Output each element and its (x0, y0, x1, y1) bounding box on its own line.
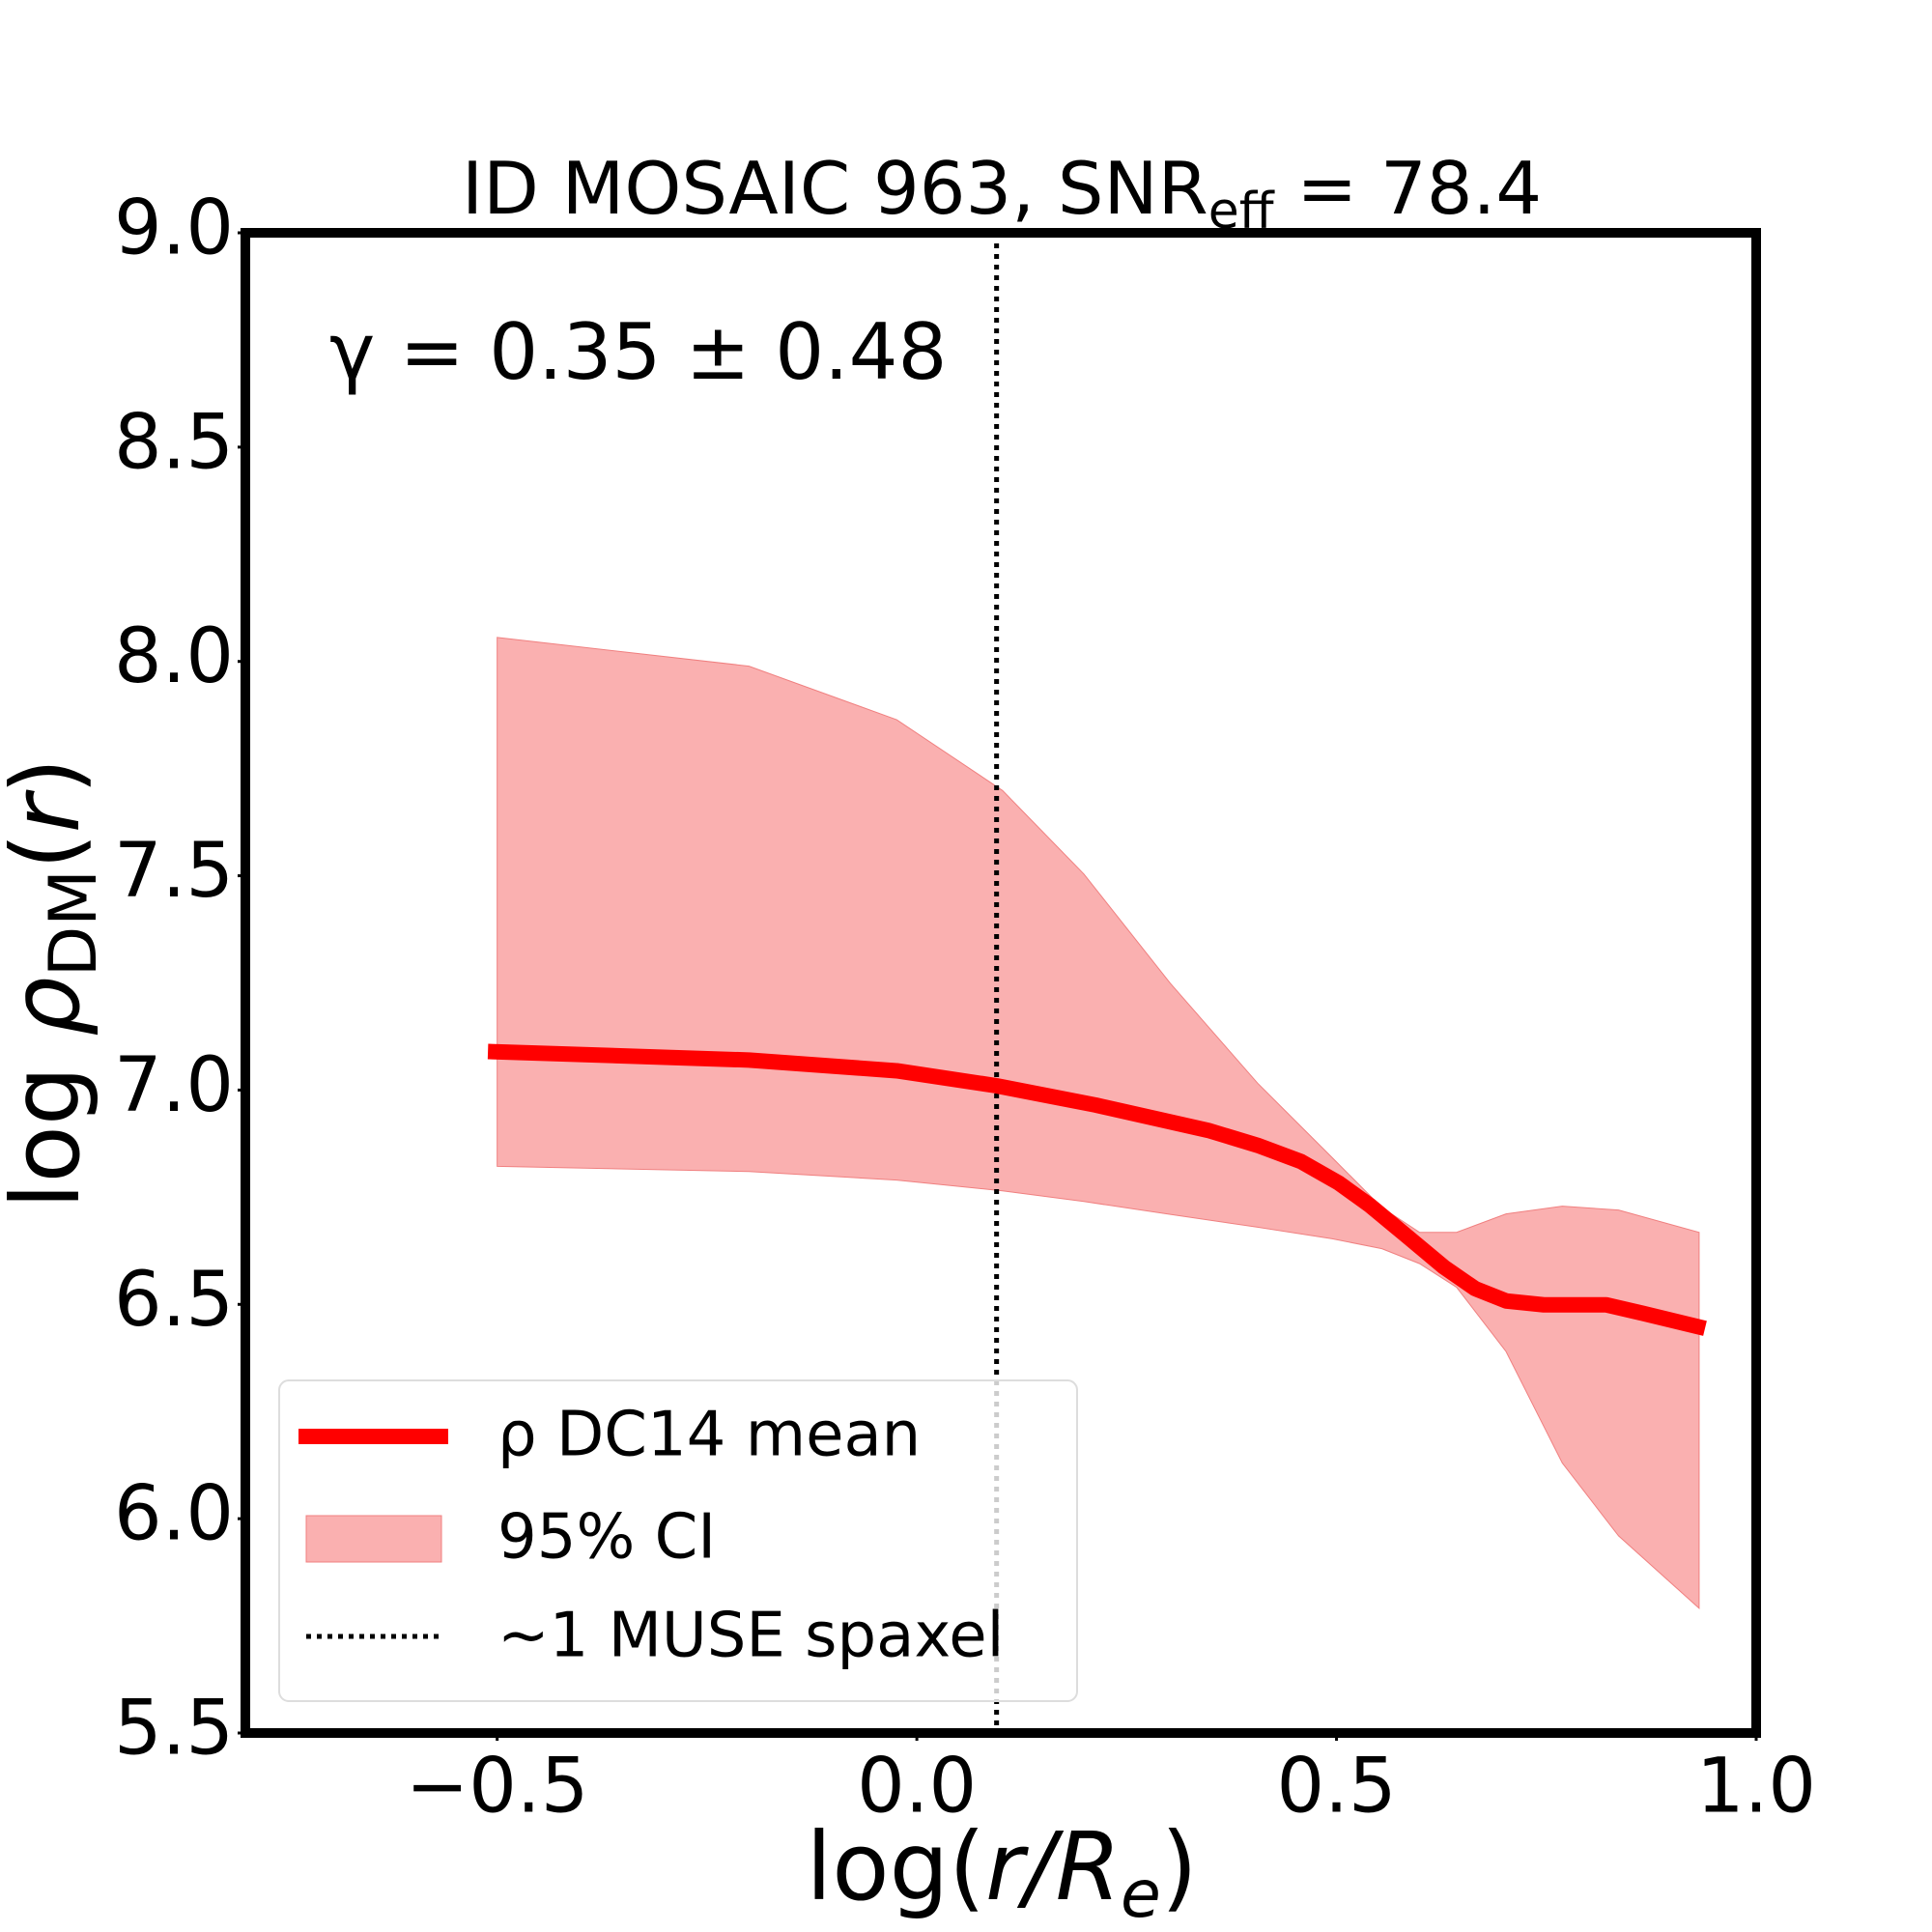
xlabel-main: log( (806, 1812, 985, 1921)
x-axis-label: log(r/Re) (806, 1812, 1197, 1932)
y-tick-label: 9.0 (114, 185, 234, 271)
legend-box (278, 1379, 1078, 1702)
x-tick-label: 1.0 (1696, 1743, 1816, 1830)
x-tick-label: 0.5 (1277, 1743, 1397, 1830)
ylabel-main: log (0, 1037, 100, 1209)
y-tick-label: 8.0 (114, 613, 234, 700)
legend-band (305, 1515, 442, 1563)
legend-label: 95% CI (497, 1502, 716, 1574)
title-main: ID MOSAIC 963, SNR (462, 146, 1208, 231)
ylabel-close: ) (0, 758, 100, 795)
legend-label: ~1 MUSE spaxel (497, 1601, 1004, 1672)
y-tick-label: 6.0 (114, 1471, 234, 1558)
plot-frame (241, 228, 1761, 1738)
ylabel-italic: r (0, 789, 100, 833)
ylabel-rho: ρ (0, 977, 100, 1037)
ci-band (497, 637, 1700, 1610)
y-tick-label: 6.5 (114, 1257, 234, 1344)
ylabel-tail: ( (0, 833, 100, 869)
title-tail: = 78.4 (1274, 146, 1543, 231)
annotation: γ = 0.35 ± 0.48 (329, 307, 947, 397)
xlabel-sub: e (1121, 1857, 1161, 1932)
xlabel-tail: ) (1161, 1812, 1198, 1921)
legend-label: ρ DC14 mean (497, 1400, 921, 1471)
y-tick-label: 7.0 (114, 1042, 234, 1129)
chart-title: ID MOSAIC 963, SNReff = 78.4 (462, 146, 1542, 242)
x-tick-label: 0.0 (857, 1743, 977, 1830)
y-axis-label: log ρDM(r) (0, 758, 112, 1209)
xlabel-italic: r/R (985, 1812, 1121, 1921)
y-tick-label: 7.5 (114, 828, 234, 915)
y-tick-label: 8.5 (114, 399, 234, 486)
x-tick-label: −0.5 (406, 1743, 588, 1830)
y-tick-label: 5.5 (114, 1685, 234, 1772)
mean-line (487, 1043, 1707, 1336)
ylabel-sub: DM (36, 869, 112, 977)
